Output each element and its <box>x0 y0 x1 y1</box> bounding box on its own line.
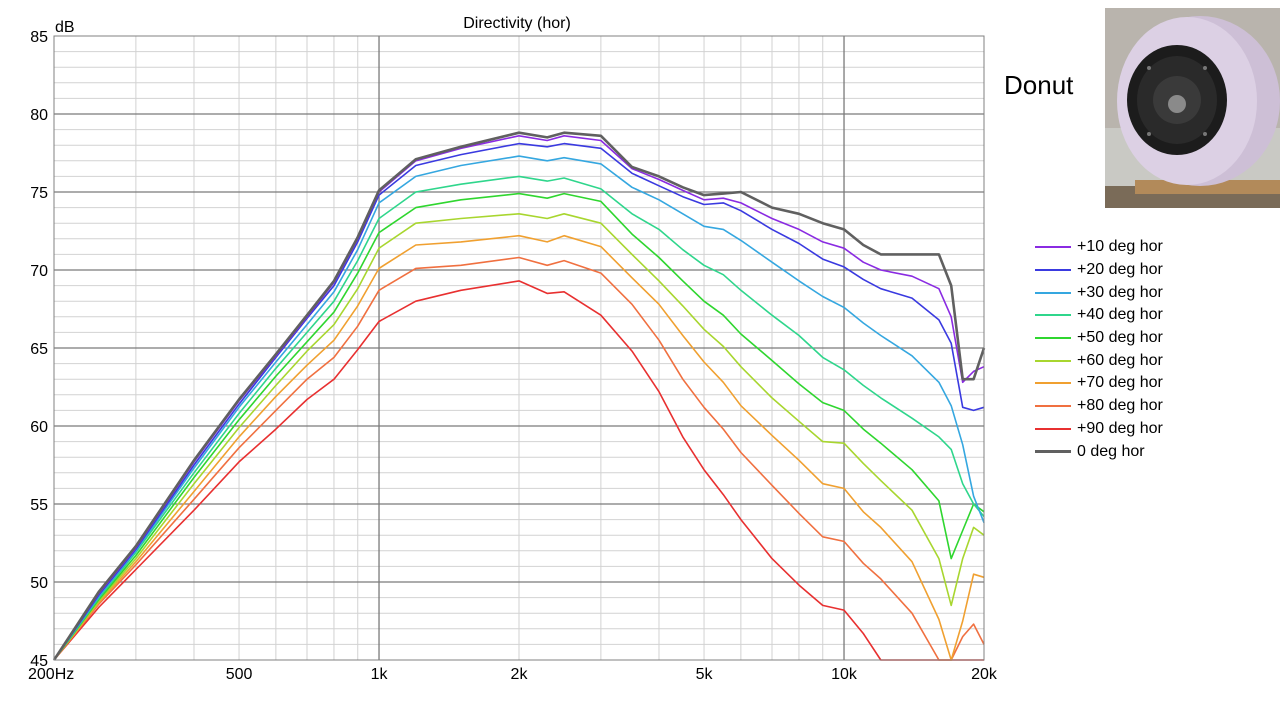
legend-item: +60 deg hor <box>1035 349 1163 372</box>
y-tick-label: 55 <box>30 497 48 514</box>
y-tick-label: 80 <box>30 107 48 124</box>
y-tick-label: 85 <box>30 29 48 46</box>
x-tick-label: 200Hz <box>28 666 74 683</box>
speaker-name-label: Donut <box>1004 70 1074 100</box>
series-line-80-deg-hor <box>53 256 985 661</box>
legend-item: +10 deg hor <box>1035 236 1163 259</box>
legend-item: +40 deg hor <box>1035 304 1163 327</box>
legend-swatch <box>1035 269 1071 272</box>
y-axis-label: dB <box>55 19 75 36</box>
legend-item: +20 deg hor <box>1035 259 1163 282</box>
x-tick-label: 2k <box>511 666 529 683</box>
legend-label: +70 deg hor <box>1077 374 1163 392</box>
legend-swatch <box>1035 359 1071 362</box>
x-tick-label: 500 <box>226 666 253 683</box>
y-tick-label: 50 <box>30 575 48 592</box>
chart-legend: +10 deg hor +20 deg hor +30 deg hor +40 deg… <box>1035 236 1163 463</box>
series-line-50-deg-hor <box>53 192 985 661</box>
legend-label: +40 deg hor <box>1077 306 1163 324</box>
chart-title: Directivity (hor) <box>463 15 571 32</box>
legend-swatch <box>1035 337 1071 340</box>
x-tick-labels: 200Hz 500 1k 2k 5k 10k 20k <box>28 666 998 683</box>
legend-label: +80 deg hor <box>1077 397 1163 415</box>
legend-swatch <box>1035 291 1071 294</box>
series-line-40-deg-hor <box>53 175 985 661</box>
legend-item: +30 deg hor <box>1035 281 1163 304</box>
legend-label: +10 deg hor <box>1077 238 1163 256</box>
y-tick-label: 65 <box>30 341 48 358</box>
legend-item: +70 deg hor <box>1035 372 1163 395</box>
series-line-0-deg-hor <box>52 131 986 661</box>
major-gridlines <box>54 36 984 660</box>
legend-label: +30 deg hor <box>1077 283 1163 301</box>
x-tick-label: 20k <box>971 666 998 683</box>
legend-label: +90 deg hor <box>1077 419 1163 437</box>
x-tick-label: 10k <box>831 666 858 683</box>
legend-swatch <box>1035 450 1071 454</box>
series-line-60-deg-hor <box>53 213 985 661</box>
legend-item: +80 deg hor <box>1035 395 1163 418</box>
legend-label: +50 deg hor <box>1077 329 1163 347</box>
plot-frame <box>53 35 985 661</box>
y-tick-label: 45 <box>30 653 48 670</box>
y-tick-label: 70 <box>30 263 48 280</box>
series-line-70-deg-hor <box>53 234 985 661</box>
legend-label: +60 deg hor <box>1077 351 1163 369</box>
legend-item: +90 deg hor <box>1035 418 1163 441</box>
legend-swatch <box>1035 382 1071 385</box>
legend-item: 0 deg hor <box>1035 440 1163 463</box>
legend-item: +50 deg hor <box>1035 327 1163 350</box>
legend-swatch <box>1035 405 1071 408</box>
x-tick-label: 1k <box>371 666 389 683</box>
legend-label: 0 deg hor <box>1077 442 1145 460</box>
y-tick-label: 75 <box>30 185 48 202</box>
speaker-photo-icon <box>1105 8 1280 208</box>
series-line-20-deg-hor <box>53 142 985 661</box>
legend-swatch <box>1035 427 1071 430</box>
x-tick-label: 5k <box>696 666 714 683</box>
legend-label: +20 deg hor <box>1077 261 1163 279</box>
legend-swatch <box>1035 246 1071 249</box>
y-tick-label: 60 <box>30 419 48 436</box>
series-line-30-deg-hor <box>53 155 985 661</box>
legend-swatch <box>1035 314 1071 317</box>
y-tick-labels: 85 80 75 70 65 60 55 50 45 <box>30 29 48 670</box>
